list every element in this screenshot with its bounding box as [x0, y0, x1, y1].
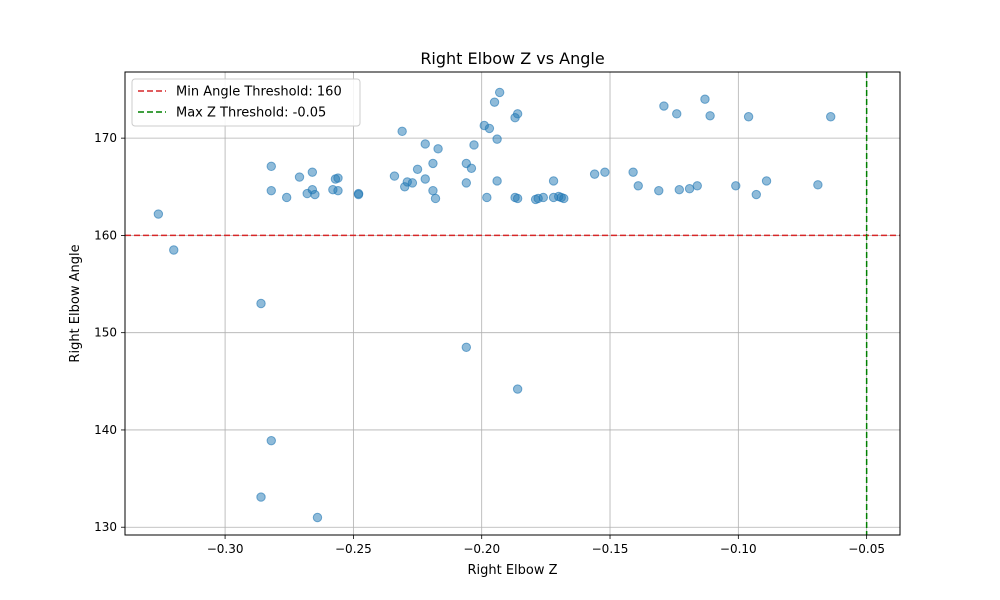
plot-frame	[124, 71, 901, 536]
data-point	[705, 111, 715, 121]
data-point	[743, 112, 754, 122]
data-point	[294, 172, 305, 182]
data-point	[538, 192, 548, 203]
legend: Min Angle Threshold: 160 Max Z Threshold…	[131, 78, 361, 127]
data-point	[389, 171, 400, 181]
data-point	[684, 184, 695, 194]
data-point	[407, 178, 418, 188]
data-point	[461, 178, 472, 188]
x-tick-label: −0.20	[463, 542, 500, 556]
data-point	[281, 192, 292, 203]
data-point	[494, 87, 505, 98]
x-tick-label: −0.30	[207, 542, 244, 556]
x-axis-ticks: −0.30 −0.25 −0.20 −0.15 −0.10 −0.05	[207, 535, 885, 556]
data-point	[512, 193, 523, 204]
data-point	[813, 180, 823, 190]
y-tick-label: 160	[94, 228, 117, 242]
data-point	[466, 163, 477, 173]
data-point	[761, 176, 772, 186]
data-point	[430, 193, 441, 204]
data-point	[153, 209, 164, 219]
data-point	[489, 97, 500, 107]
data-point	[492, 134, 502, 144]
data-points	[153, 87, 836, 523]
data-point	[312, 512, 323, 523]
data-point	[826, 112, 836, 122]
data-point	[559, 193, 569, 204]
data-point	[428, 158, 438, 169]
legend-label-max-z: Max Z Threshold: -0.05	[176, 106, 326, 121]
data-point	[256, 492, 266, 502]
data-point	[484, 123, 495, 134]
data-point	[654, 185, 664, 196]
data-point	[469, 140, 479, 150]
data-point	[512, 384, 523, 394]
x-tick-label: −0.10	[720, 542, 757, 556]
data-point	[420, 139, 430, 149]
legend-label-min-angle: Min Angle Threshold: 160	[176, 85, 342, 100]
data-point	[700, 94, 710, 104]
data-point	[751, 189, 761, 200]
data-point	[266, 185, 276, 196]
threshold-lines	[125, 72, 900, 535]
y-tick-label: 150	[94, 326, 117, 340]
data-point	[659, 101, 669, 111]
x-tick-label: −0.15	[592, 542, 629, 556]
y-tick-label: 140	[94, 423, 117, 437]
chart-title: Right Elbow Z vs Angle	[420, 49, 604, 68]
data-point	[307, 167, 318, 177]
data-point	[412, 164, 423, 174]
data-point	[482, 192, 492, 203]
legend-box	[131, 78, 361, 127]
data-point	[692, 181, 702, 191]
x-tick-label: −0.05	[848, 542, 885, 556]
data-point	[731, 181, 741, 191]
data-point	[169, 245, 179, 255]
data-point	[512, 109, 523, 119]
y-tick-label: 130	[94, 520, 117, 534]
data-point	[310, 189, 320, 200]
data-point	[266, 435, 276, 446]
y-axis-ticks: 130 140 150 160 170	[94, 131, 125, 534]
data-point	[256, 298, 266, 309]
x-tick-label: −0.25	[335, 542, 372, 556]
data-point	[548, 176, 559, 186]
data-point	[333, 185, 343, 196]
data-point	[492, 176, 502, 186]
x-axis-label: Right Elbow Z	[467, 563, 557, 578]
data-point	[600, 167, 610, 177]
data-point	[266, 161, 276, 172]
data-point	[353, 189, 364, 200]
data-point	[433, 144, 443, 154]
data-point	[420, 174, 430, 184]
grid-lines	[125, 72, 900, 535]
data-point	[333, 173, 343, 183]
data-point	[672, 109, 682, 119]
data-point	[461, 342, 472, 352]
data-point	[428, 185, 438, 196]
data-point	[397, 126, 407, 137]
y-axis-label: Right Elbow Angle	[68, 244, 83, 362]
data-point	[589, 169, 600, 179]
data-point	[633, 181, 643, 191]
data-point	[628, 167, 638, 177]
y-tick-label: 170	[94, 131, 117, 145]
data-point	[674, 184, 685, 195]
